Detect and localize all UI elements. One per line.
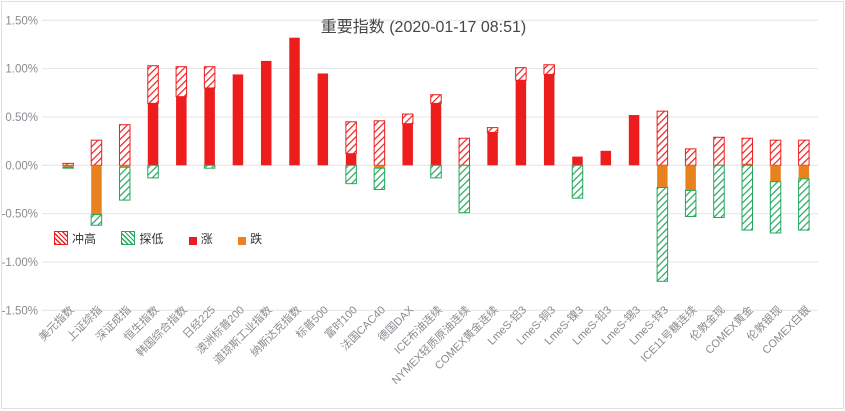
- svg-text:-1.50%: -1.50%: [2, 305, 38, 317]
- svg-text:1.00%: 1.00%: [5, 64, 38, 76]
- svg-text:-1.00%: -1.00%: [2, 257, 38, 269]
- svg-text:0.50%: 0.50%: [5, 112, 38, 124]
- svg-text:0.00%: 0.00%: [5, 160, 38, 172]
- svg-text:-0.50%: -0.50%: [2, 209, 38, 221]
